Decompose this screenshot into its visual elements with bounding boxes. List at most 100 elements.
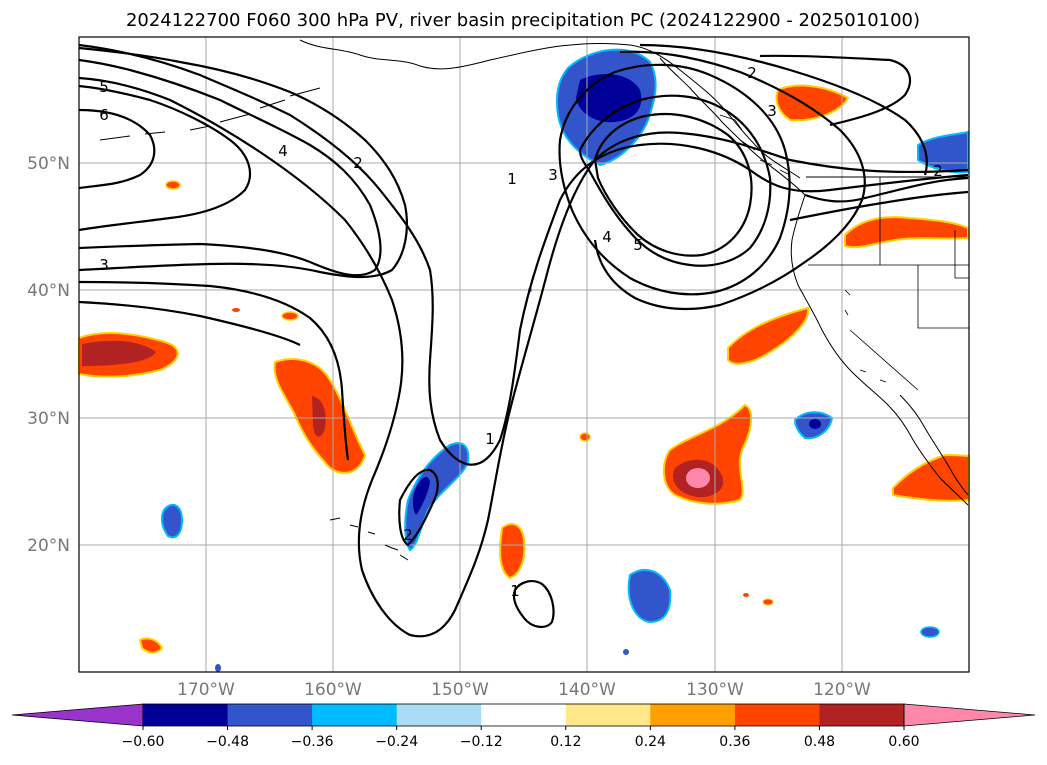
colorbar: −0.60 −0.48 −0.36 −0.24 −0.12 0.12 0.24 0.36 0.4… (11, 703, 1036, 750)
precip-patch (727, 306, 810, 365)
colorbar-tick-label: −0.36 (291, 734, 334, 750)
precip-patch (215, 664, 221, 672)
lat-label: 50°N (27, 154, 70, 174)
colorbar-segment (734, 704, 820, 726)
contour-label: 1 (507, 170, 517, 188)
colorbar-tick-label: −0.60 (122, 734, 165, 750)
contour-label: 2 (353, 154, 363, 172)
pv-contour (639, 43, 928, 176)
pv-contour (78, 76, 969, 638)
precip-patch (627, 569, 672, 624)
lon-axis: 170°W 160°W 150°W 140°W 130°W 120°W (177, 680, 871, 700)
map-panel: 5 6 4 2 3 1 3 4 5 2 3 1 2 1 2 (78, 36, 970, 673)
precip-patch (499, 523, 526, 580)
colorbar-tick-label: −0.24 (375, 734, 418, 750)
lat-label: 40°N (27, 281, 70, 301)
precip-patch (892, 453, 970, 502)
colorbar-ticks: −0.60 −0.48 −0.36 −0.24 −0.12 0.12 0.24 0.36 0.4… (122, 726, 920, 750)
precip-patch (312, 396, 326, 437)
colorbar-segment (650, 704, 736, 726)
pv-contours (78, 43, 969, 638)
pv-contour (78, 280, 350, 461)
colorbar-segment (481, 704, 567, 726)
precip-patch (579, 432, 591, 442)
precip-patch (165, 180, 181, 190)
colorbar-segment (312, 704, 398, 726)
pv-contour (78, 46, 408, 279)
contour-label: 4 (278, 142, 288, 160)
precip-positive-patches (78, 84, 970, 654)
contour-label: 2 (747, 64, 757, 82)
pv-contour (759, 54, 912, 127)
precip-patch (743, 593, 749, 597)
contour-label: 2 (403, 526, 413, 544)
coastline-alaska (299, 39, 801, 179)
colorbar-segment (396, 704, 482, 726)
colorbar-tick-label: 0.48 (804, 734, 835, 750)
precip-patch (281, 311, 299, 321)
border-states (808, 177, 969, 391)
lon-label: 130°W (686, 680, 744, 700)
pv-contour (78, 43, 969, 466)
pv-contour (78, 300, 301, 346)
colorbar-tick-label: −0.48 (206, 734, 249, 750)
precip-patch (844, 216, 969, 249)
lat-label: 30°N (27, 409, 70, 429)
precip-patch (82, 340, 156, 366)
lon-label: 170°W (177, 680, 235, 700)
lon-label: 140°W (558, 680, 616, 700)
coastline-baja (899, 394, 969, 496)
colorbar-extend-low (11, 703, 144, 727)
colorbar-segment (143, 704, 229, 726)
pv-contour (78, 108, 156, 190)
contour-label: 5 (99, 78, 109, 96)
pv-contour (804, 176, 969, 203)
colorbar-border (142, 703, 905, 727)
precip-patch (412, 476, 430, 515)
lon-label: 150°W (431, 680, 489, 700)
precip-patch (775, 84, 850, 122)
pv-contour (558, 63, 791, 296)
pv-contour (398, 468, 439, 547)
colorbar-segment (819, 704, 905, 726)
map-border (78, 36, 970, 673)
precip-patch (232, 308, 240, 312)
colorbar-segment (565, 704, 651, 726)
colorbar-tick-label: 0.24 (635, 734, 666, 750)
precip-patch (809, 419, 821, 429)
contour-labels: 5 6 4 2 3 1 3 4 5 2 3 1 2 1 2 (99, 64, 943, 600)
precip-patch (686, 468, 710, 488)
colorbar-tick-label: −0.12 (460, 734, 503, 750)
coastline-aleutians (99, 87, 321, 141)
pv-contour (78, 84, 252, 232)
colorbar-segment (227, 704, 313, 726)
precip-patch (160, 503, 184, 539)
lon-label: 160°W (304, 680, 362, 700)
lat-axis: 50°N 40°N 30°N 20°N (27, 154, 70, 556)
colorbar-tick-label: 0.36 (719, 734, 750, 750)
pv-contour (578, 94, 772, 267)
pv-contour (78, 58, 382, 277)
contour-label: 6 (99, 106, 109, 124)
contour-label: 1 (485, 430, 495, 448)
gridlines (79, 37, 969, 672)
colorbar-tick-label: 0.60 (888, 734, 919, 750)
contour-label: 3 (767, 102, 777, 120)
contour-label: 4 (602, 228, 612, 246)
lat-label: 20°N (27, 536, 70, 556)
coastline-bc (659, 57, 806, 196)
pv-contour (512, 580, 555, 628)
pv-contour (593, 112, 753, 257)
precip-patch (762, 598, 774, 606)
precip-patch (138, 637, 164, 654)
lon-label: 120°W (813, 680, 871, 700)
contour-label: 5 (633, 236, 643, 254)
coastline-west-us (790, 194, 969, 506)
pv-contour (593, 50, 866, 311)
contour-label: 2 (933, 162, 943, 180)
colorbar-extend-high (903, 703, 1036, 727)
contour-label: 3 (548, 166, 558, 184)
colorbar-tick-label: 0.12 (550, 734, 581, 750)
chart-title: 2024122700 F060 300 hPa PV, river basin … (126, 10, 920, 31)
